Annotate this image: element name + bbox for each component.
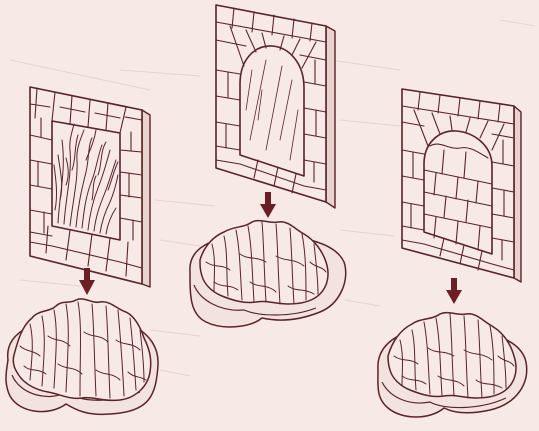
show-through-stroke	[499, 19, 536, 27]
rubble-pile-icon	[5, 298, 159, 416]
show-through-stroke	[19, 279, 81, 287]
stone-wall-icon	[401, 88, 522, 283]
show-through-stroke	[339, 229, 396, 237]
down-arrow-icon	[79, 268, 95, 295]
show-through-stroke	[149, 329, 201, 337]
show-through-stroke	[119, 69, 201, 77]
rubble-pile-icon	[377, 311, 528, 418]
show-through-stroke	[159, 239, 201, 247]
show-through-stroke	[344, 299, 381, 307]
panel-flames	[5, 86, 159, 416]
show-through-stroke	[154, 199, 216, 207]
show-through-stroke	[329, 59, 401, 71]
rubble-pile-icon	[189, 219, 347, 328]
stone-wall-icon	[215, 4, 336, 209]
show-through-stroke	[159, 369, 191, 377]
down-arrow-icon	[260, 192, 276, 218]
panel-bricked	[377, 88, 528, 418]
show-through-stroke	[9, 59, 151, 91]
down-arrow-icon	[446, 278, 462, 304]
panel-window	[189, 4, 347, 328]
show-through-stroke	[339, 119, 401, 127]
bleed-through-texture	[9, 19, 536, 377]
stone-wall-icon	[29, 86, 151, 288]
